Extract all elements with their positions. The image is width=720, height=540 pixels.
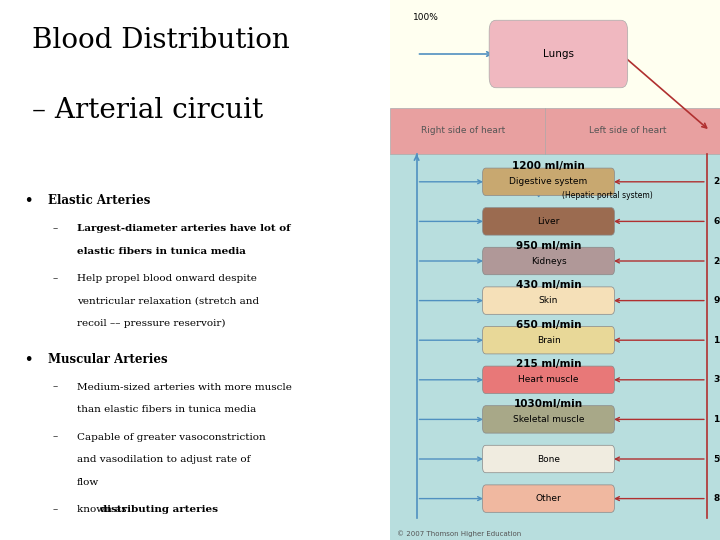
Text: Medium-sized arteries with more muscle: Medium-sized arteries with more muscle [76,383,292,391]
Text: 950 ml/min: 950 ml/min [516,241,581,251]
Text: 5%: 5% [714,455,720,463]
Text: –: – [53,224,58,233]
FancyBboxPatch shape [482,247,614,275]
Text: Blood Distribution: Blood Distribution [32,27,290,54]
Text: ventricular relaxation (stretch and: ventricular relaxation (stretch and [76,296,258,306]
Text: recoil –– pressure reservoir): recoil –– pressure reservoir) [76,319,225,328]
Text: •: • [24,194,32,207]
Text: Help propel blood onward despite: Help propel blood onward despite [76,274,256,283]
FancyBboxPatch shape [482,446,614,472]
FancyBboxPatch shape [482,485,614,512]
Text: Lungs: Lungs [543,49,574,59]
Text: 8%: 8% [714,494,720,503]
FancyBboxPatch shape [482,366,614,394]
Text: Skin: Skin [539,296,558,305]
Text: than elastic fibers in tunica media: than elastic fibers in tunica media [76,406,256,414]
Text: 9%: 9% [714,296,720,305]
Text: 100%: 100% [413,14,439,23]
Text: Digestive system: Digestive system [509,177,588,186]
Text: (Hepatic portal system): (Hepatic portal system) [562,191,652,200]
Text: and vasodilation to adjust rate of: and vasodilation to adjust rate of [76,455,250,464]
Text: flow: flow [76,478,99,487]
Text: Largest-diameter arteries have lot of: Largest-diameter arteries have lot of [76,224,290,233]
Text: 430 ml/min: 430 ml/min [516,280,581,291]
Text: distributing arteries: distributing arteries [100,505,218,514]
Text: Right side of heart: Right side of heart [420,126,505,136]
Text: Muscular Arteries: Muscular Arteries [48,353,168,366]
FancyBboxPatch shape [482,208,614,235]
Text: Capable of greater vasoconstriction: Capable of greater vasoconstriction [76,433,266,442]
FancyBboxPatch shape [390,108,720,154]
Text: 3%: 3% [714,375,720,384]
FancyBboxPatch shape [390,0,720,108]
Text: Skeletal muscle: Skeletal muscle [513,415,584,424]
Text: –: – [53,433,58,442]
FancyBboxPatch shape [390,154,720,540]
Text: Other: Other [536,494,562,503]
Text: 650 ml/min: 650 ml/min [516,320,581,330]
Text: elastic fibers in tunica media: elastic fibers in tunica media [76,247,246,255]
Text: 21%: 21% [714,177,720,186]
Text: 20%: 20% [714,256,720,266]
Text: 15%: 15% [714,415,720,424]
Text: 1200 ml/min: 1200 ml/min [512,161,585,172]
Text: 215 ml/min: 215 ml/min [516,360,581,369]
Text: –: – [53,505,58,514]
Text: Heart muscle: Heart muscle [518,375,579,384]
Text: Liver: Liver [537,217,559,226]
Text: – Arterial circuit: – Arterial circuit [32,97,264,124]
Text: Brain: Brain [536,336,560,345]
FancyBboxPatch shape [482,168,614,195]
Text: Left side of heart: Left side of heart [589,126,667,136]
Text: Kidneys: Kidneys [531,256,567,266]
Text: known as: known as [76,505,126,514]
Text: 13%: 13% [714,336,720,345]
Text: •: • [24,353,32,366]
Text: Elastic Arteries: Elastic Arteries [48,194,150,207]
FancyBboxPatch shape [482,287,614,314]
Text: –: – [53,383,58,391]
FancyBboxPatch shape [482,327,614,354]
Text: 1030ml/min: 1030ml/min [514,399,583,409]
Text: –: – [53,274,58,283]
Text: 6%: 6% [714,217,720,226]
Text: Bone: Bone [537,455,560,463]
Text: © 2007 Thomson Higher Education: © 2007 Thomson Higher Education [397,531,521,537]
FancyBboxPatch shape [482,406,614,433]
FancyBboxPatch shape [489,20,628,87]
